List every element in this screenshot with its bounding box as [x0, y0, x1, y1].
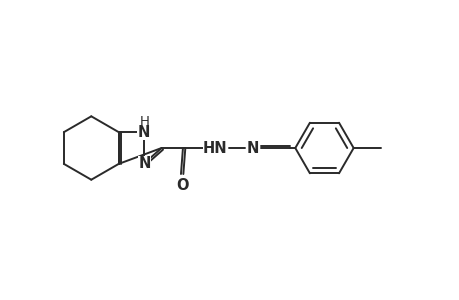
Text: HN: HN	[202, 140, 227, 155]
Text: N: N	[137, 125, 150, 140]
Text: O: O	[176, 178, 188, 193]
Text: N: N	[246, 140, 258, 155]
Text: N: N	[138, 156, 151, 171]
Text: H: H	[140, 115, 149, 128]
